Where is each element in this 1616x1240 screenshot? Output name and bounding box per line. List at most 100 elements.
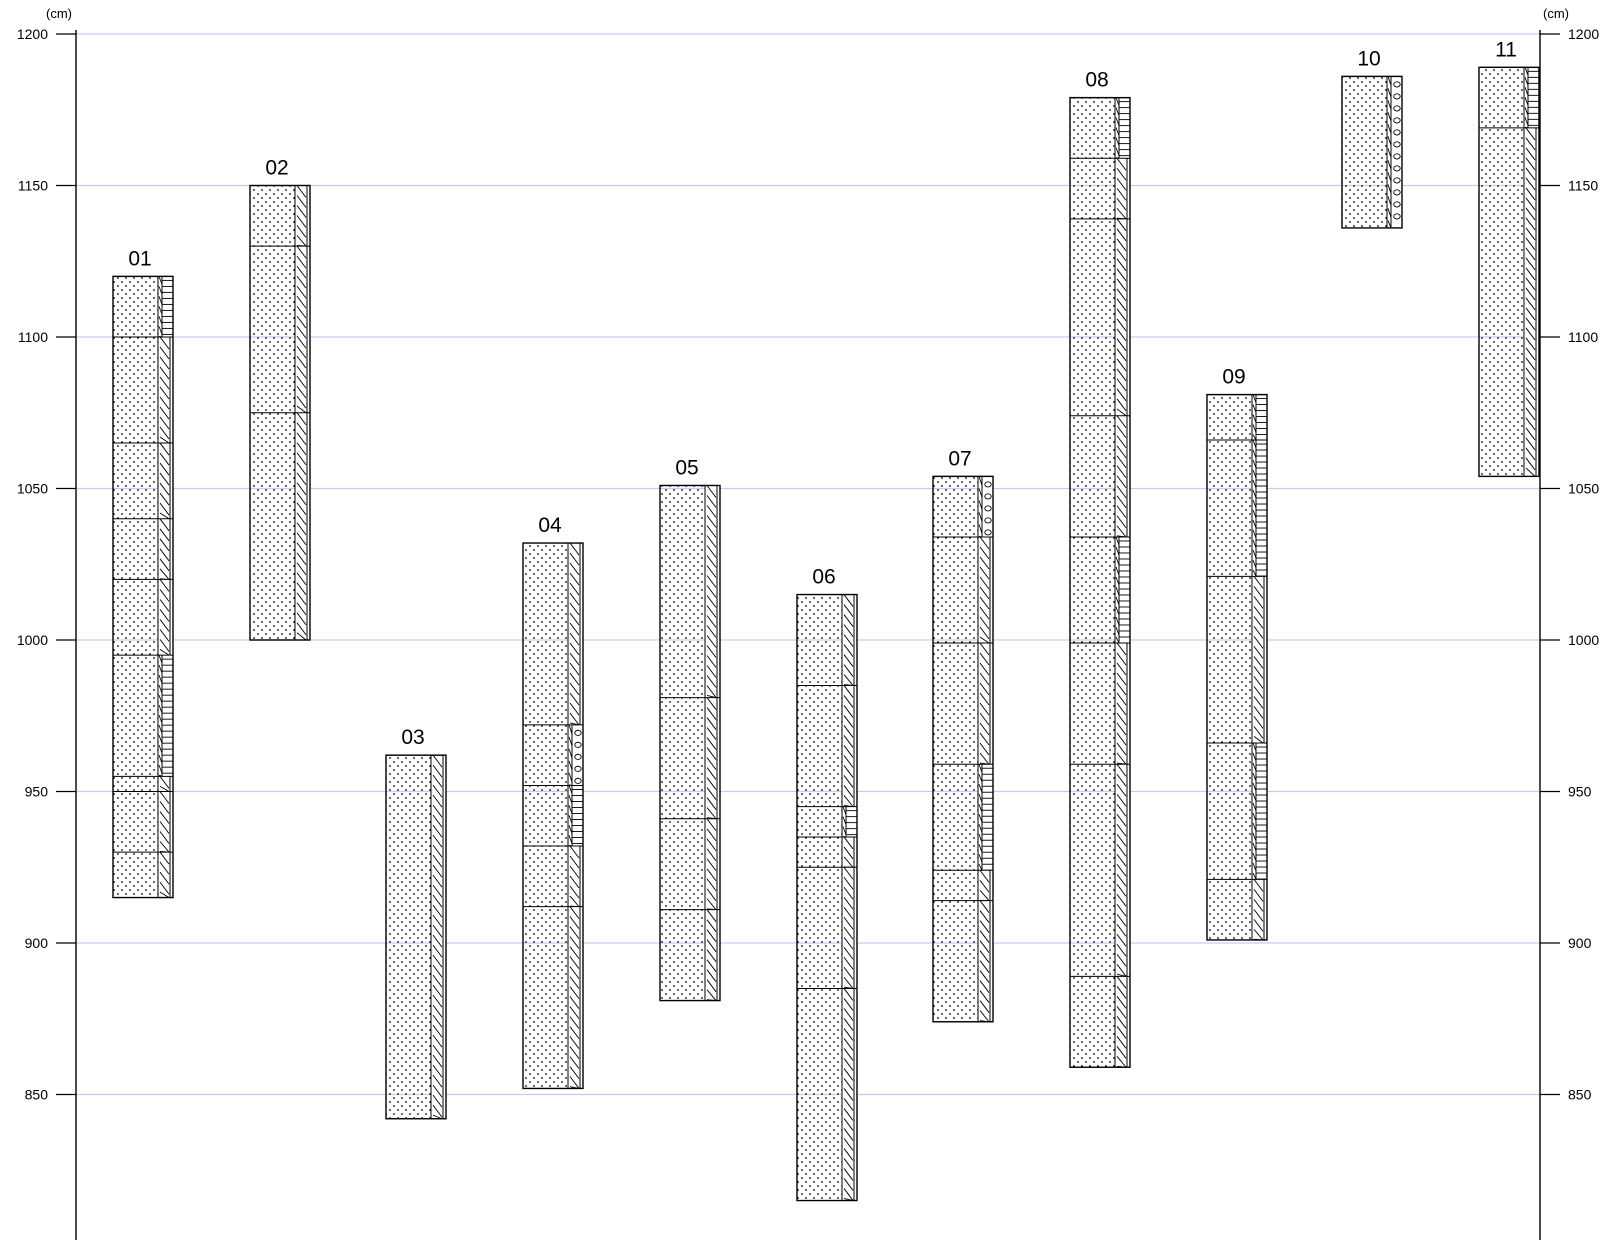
hatch-mark	[1115, 147, 1120, 156]
hatch-mark	[1252, 812, 1257, 822]
hatch-mark	[1525, 317, 1536, 331]
core-column-06: 06	[796, 566, 858, 1202]
layer-sand-fill	[523, 906, 568, 1089]
layer-sand-fill	[113, 791, 158, 853]
hatch-mark	[569, 946, 580, 959]
hatch-mark	[1252, 424, 1257, 433]
hatch-mark	[843, 624, 854, 637]
hatch-mark	[296, 255, 307, 269]
layer-sand-fill	[797, 988, 842, 1201]
core-column-10: 10	[1341, 47, 1403, 229]
layer-sand-fill	[797, 836, 842, 868]
hatch-mark	[843, 1168, 854, 1181]
hatch-mark	[432, 874, 443, 888]
hatch-mark	[159, 366, 170, 380]
layer-sand-fill	[797, 594, 842, 686]
hatch-mark	[706, 575, 717, 588]
hatch-mark	[296, 552, 307, 566]
hatch-mark	[843, 876, 854, 890]
hatch-mark	[1524, 87, 1529, 96]
hatch-mark	[159, 589, 170, 602]
layer-strip-bg	[1252, 743, 1267, 880]
layer-sand-fill	[933, 536, 978, 644]
right-tick-label: 1000	[1568, 632, 1599, 648]
hatch-mark	[569, 682, 580, 696]
layer	[1070, 157, 1130, 220]
layer	[113, 775, 173, 792]
core-column-04: 04	[522, 514, 584, 1090]
hatch-mark	[296, 482, 307, 496]
hatch-mark	[1116, 903, 1127, 917]
hatch-mark	[843, 1148, 854, 1161]
layer-sand-fill	[523, 543, 568, 725]
column-label: 05	[675, 456, 698, 479]
column-outline	[522, 542, 584, 1090]
column-label: 02	[265, 157, 288, 180]
hatch-mark	[1252, 842, 1257, 852]
hatch-mark	[569, 542, 580, 556]
layer-strip-bg	[1252, 440, 1267, 577]
hatch-mark	[1387, 184, 1392, 194]
hatch-mark	[159, 462, 170, 476]
layer-strip-bg	[568, 846, 583, 907]
hatch-mark	[1116, 425, 1127, 439]
hatch-mark	[843, 988, 854, 1001]
hatch-mark	[159, 861, 170, 875]
hatch-mark	[706, 757, 717, 770]
hatch-mark	[1253, 919, 1264, 932]
hatch-mark	[296, 215, 307, 228]
gravel-mark	[1393, 153, 1401, 160]
hatch-mark	[706, 797, 717, 810]
hatch-mark	[1116, 435, 1127, 449]
hatch-mark	[432, 854, 443, 868]
hatch-mark	[843, 604, 854, 617]
hatch-mark	[569, 612, 580, 626]
hatch-mark	[296, 442, 307, 456]
hatch-mark	[158, 654, 163, 664]
hatch-mark	[569, 572, 580, 586]
hatch-mark	[159, 538, 170, 552]
layer-strip-bg	[1115, 158, 1130, 219]
hatch-mark	[706, 939, 717, 952]
hatch-mark	[569, 702, 580, 716]
hatch-mark	[979, 1010, 990, 1023]
hatch-mark	[569, 1036, 580, 1049]
layer-sand-fill	[1207, 576, 1252, 744]
hatch-mark	[843, 1058, 854, 1071]
layer	[250, 412, 310, 641]
hatch-mark	[978, 784, 983, 793]
hatch-mark	[1115, 137, 1120, 146]
hatch-mark	[296, 522, 307, 536]
hatch-mark	[296, 472, 307, 486]
hatch-mark	[1253, 606, 1264, 619]
hatch-mark	[1116, 415, 1127, 429]
hatch-mark	[1116, 1056, 1127, 1068]
hatch-mark	[1116, 893, 1127, 907]
hatch-mark	[1115, 576, 1120, 586]
hatch-mark	[1387, 148, 1392, 158]
hatch-mark	[159, 649, 170, 656]
hatch-mark	[1387, 112, 1392, 122]
hatch-mark	[296, 365, 307, 379]
hatch-mark	[1116, 682, 1127, 696]
hatch-mark	[706, 545, 717, 558]
hatch-mark	[1116, 157, 1127, 171]
hatch-mark	[569, 662, 580, 676]
layer-sand-fill	[1207, 743, 1252, 880]
layer-strip-bg	[978, 900, 993, 1022]
hatch-mark	[1252, 832, 1257, 842]
hatch-mark	[296, 532, 307, 546]
hatch-mark	[569, 1076, 580, 1089]
layer-sand-fill	[523, 724, 568, 786]
hatch-mark	[1253, 889, 1264, 902]
hatch-mark	[1387, 124, 1392, 134]
hatch-mark	[979, 642, 990, 656]
hatch-mark	[706, 625, 717, 638]
gravel-mark	[1393, 105, 1401, 112]
hatch-mark	[706, 737, 717, 750]
hatch-mark	[706, 727, 717, 740]
layer	[933, 536, 993, 644]
hatch-mark	[159, 528, 170, 542]
layer-strip-bg	[978, 643, 993, 765]
hatch-mark	[569, 936, 580, 949]
